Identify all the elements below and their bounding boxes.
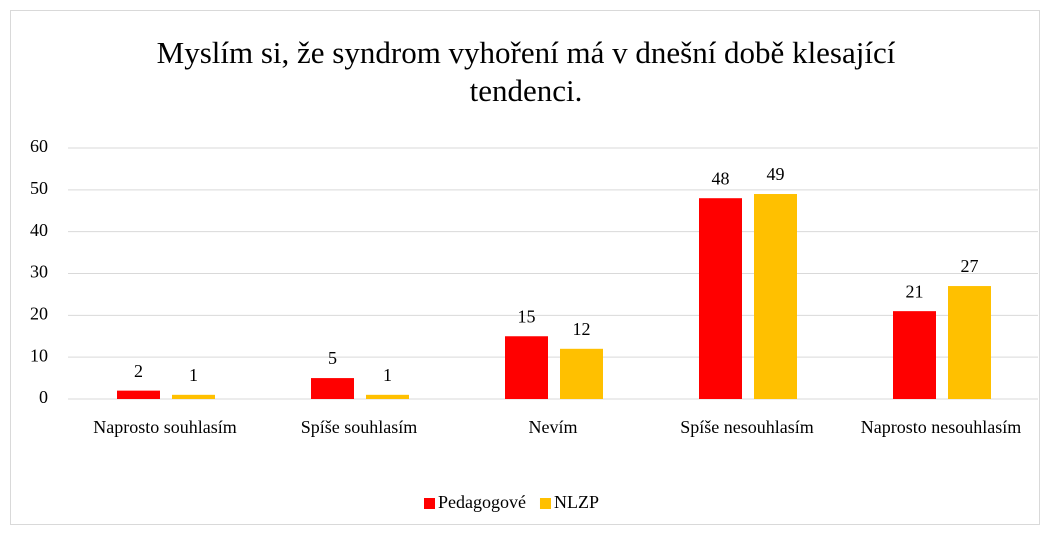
data-label: 49	[767, 164, 785, 184]
data-label: 21	[906, 281, 924, 301]
bar	[172, 394, 215, 399]
data-label: 5	[328, 348, 337, 368]
data-label: 48	[712, 168, 730, 188]
y-tick-label: 20	[30, 303, 48, 323]
bar	[366, 394, 409, 399]
x-tick-label: Spíše souhlasím	[300, 417, 418, 437]
legend-label: Pedagogové	[438, 492, 526, 512]
bar	[560, 348, 603, 399]
y-tick-label: 40	[30, 220, 48, 240]
legend-swatch	[424, 498, 435, 509]
data-label: 2	[134, 361, 143, 381]
x-tick-label: Spíše nesouhlasím	[680, 417, 814, 437]
y-tick-label: 50	[30, 178, 48, 198]
bar	[311, 378, 354, 399]
data-label: 1	[383, 365, 392, 385]
y-tick-label: 10	[30, 345, 48, 365]
bar	[754, 194, 797, 399]
data-label: 1	[189, 365, 198, 385]
x-tick-label: Naprosto souhlasím	[93, 417, 237, 437]
data-label: 12	[573, 319, 591, 339]
y-tick-label: 30	[30, 262, 48, 282]
data-label: 27	[961, 256, 979, 276]
bar	[505, 336, 548, 399]
bar	[893, 311, 936, 399]
legend-label: NLZP	[554, 492, 599, 512]
y-tick-label: 0	[39, 387, 48, 407]
bar	[948, 286, 991, 399]
data-label: 15	[518, 306, 536, 326]
bar	[117, 390, 160, 399]
chart-frame	[10, 10, 1040, 525]
bar	[699, 198, 742, 399]
legend-swatch	[539, 498, 551, 509]
chart-title: Myslím si, že syndrom vyhoření má v dneš…	[156, 35, 896, 108]
x-tick-label: Nevím	[528, 417, 578, 437]
x-tick-label: Naprosto nesouhlasím	[860, 417, 1022, 437]
y-tick-label: 60	[30, 136, 48, 156]
